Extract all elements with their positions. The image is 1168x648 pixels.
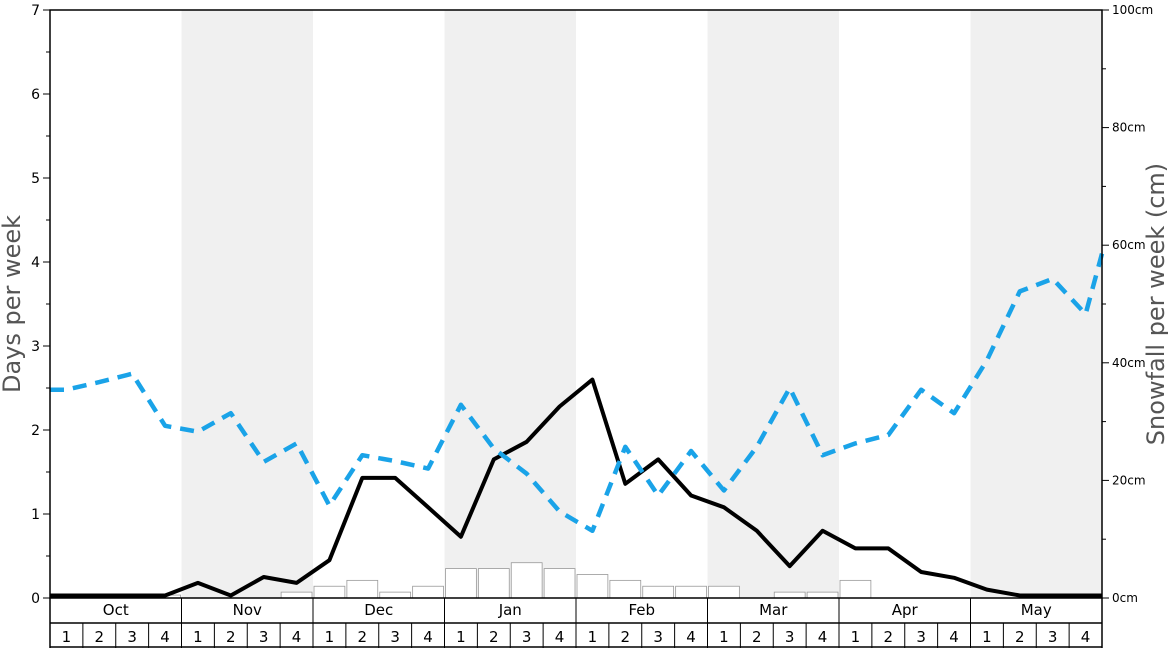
y-axis-title-left: Days per week xyxy=(0,215,26,393)
week-label: 1 xyxy=(62,628,72,646)
week-label: 4 xyxy=(160,628,170,646)
week-label: 1 xyxy=(982,628,992,646)
right-tick-label: 60cm xyxy=(1112,238,1146,252)
days-line-blue xyxy=(50,253,1105,534)
snowfall-bar xyxy=(379,591,412,599)
week-label: 2 xyxy=(621,628,631,646)
snowfall-bar xyxy=(609,579,642,599)
week-label: 1 xyxy=(325,628,335,646)
snowfall-bar xyxy=(445,568,477,599)
week-label: 3 xyxy=(916,628,926,646)
week-label: 2 xyxy=(95,628,105,646)
left-tick-label: 5 xyxy=(31,171,40,187)
week-label: 4 xyxy=(423,628,433,646)
week-label: 3 xyxy=(1048,628,1058,646)
week-label: 4 xyxy=(1081,628,1091,646)
week-label: 3 xyxy=(127,628,137,646)
left-tick-label: 0 xyxy=(31,591,40,607)
snowfall-bar xyxy=(773,591,806,599)
week-label: 2 xyxy=(1015,628,1025,646)
left-axis: 0 1 2 3 4 5 6 7 xyxy=(31,3,50,607)
snowfall-bar xyxy=(675,585,707,599)
week-label: 3 xyxy=(522,628,532,646)
left-tick-label: 6 xyxy=(31,87,40,103)
snowfall-bar xyxy=(543,568,576,599)
week-label: 2 xyxy=(752,628,762,646)
week-label: 3 xyxy=(390,628,400,646)
week-label: 1 xyxy=(588,628,598,646)
shade-nov xyxy=(181,10,313,598)
month-label: Oct xyxy=(103,601,129,619)
month-label: Nov xyxy=(233,601,262,619)
week-label: 4 xyxy=(949,628,959,646)
snowfall-bar xyxy=(642,585,675,599)
week-label: 3 xyxy=(653,628,663,646)
week-label: 4 xyxy=(292,628,302,646)
snowfall-bar xyxy=(839,579,872,599)
y-axis-title-right: Snowfall per week (cm) xyxy=(1142,163,1168,445)
week-label: 4 xyxy=(818,628,828,646)
week-label: 1 xyxy=(719,628,729,646)
right-tick-label: 80cm xyxy=(1112,121,1146,135)
week-label: 2 xyxy=(226,628,236,646)
left-tick-label: 3 xyxy=(31,339,40,355)
week-label: 2 xyxy=(358,628,368,646)
days-line-black xyxy=(50,377,1102,598)
shade-mar xyxy=(707,10,839,598)
month-label: Dec xyxy=(364,601,393,619)
week-label: 2 xyxy=(884,628,894,646)
shade-may xyxy=(970,10,1102,598)
right-axis: 0cm 20cm 40cm 60cm 80cm 100cm xyxy=(1102,3,1153,605)
week-label: 3 xyxy=(259,628,269,646)
week-label: 3 xyxy=(785,628,795,646)
week-label: 4 xyxy=(555,628,565,646)
snowfall-bar xyxy=(280,591,313,599)
left-tick-label: 4 xyxy=(31,255,40,271)
week-label: 2 xyxy=(489,628,499,646)
right-tick-label: 100cm xyxy=(1112,3,1153,17)
week-label: 1 xyxy=(193,628,203,646)
snowfall-bar xyxy=(412,585,444,599)
week-label: 4 xyxy=(686,628,696,646)
snowfall-bar xyxy=(346,579,379,599)
snowfall-bar xyxy=(806,591,839,599)
right-tick-label: 40cm xyxy=(1112,356,1146,370)
right-tick-label: 0cm xyxy=(1112,591,1138,605)
month-label: Jan xyxy=(498,601,522,619)
plot-frame xyxy=(49,9,1103,599)
left-tick-label: 2 xyxy=(31,423,40,439)
right-tick-label: 20cm xyxy=(1112,473,1146,487)
month-shading xyxy=(181,10,1102,598)
week-label: 1 xyxy=(456,628,466,646)
month-label: Apr xyxy=(892,601,919,619)
shade-jan xyxy=(444,10,576,598)
left-tick-label: 7 xyxy=(31,3,40,19)
month-label: Feb xyxy=(628,601,655,619)
month-label: Mar xyxy=(759,601,788,619)
snowfall-bar xyxy=(510,562,543,599)
series-lines xyxy=(50,253,1105,598)
snowfall-bar xyxy=(477,568,510,599)
snowfall-bar xyxy=(708,585,740,599)
snowfall-bars xyxy=(149,562,872,599)
snowfall-bar xyxy=(576,574,609,599)
month-label: May xyxy=(1021,601,1052,619)
week-label: 1 xyxy=(851,628,861,646)
month-week-axis: Oct 1 2 3 4 Nov 1 2 3 4 Dec 1 2 3 4 Jan 1 2 3 4 Feb 1 2 3 4 Mar 1 2… xyxy=(49,598,1103,648)
snowfall-bar xyxy=(313,585,346,599)
left-tick-label: 1 xyxy=(31,507,40,523)
